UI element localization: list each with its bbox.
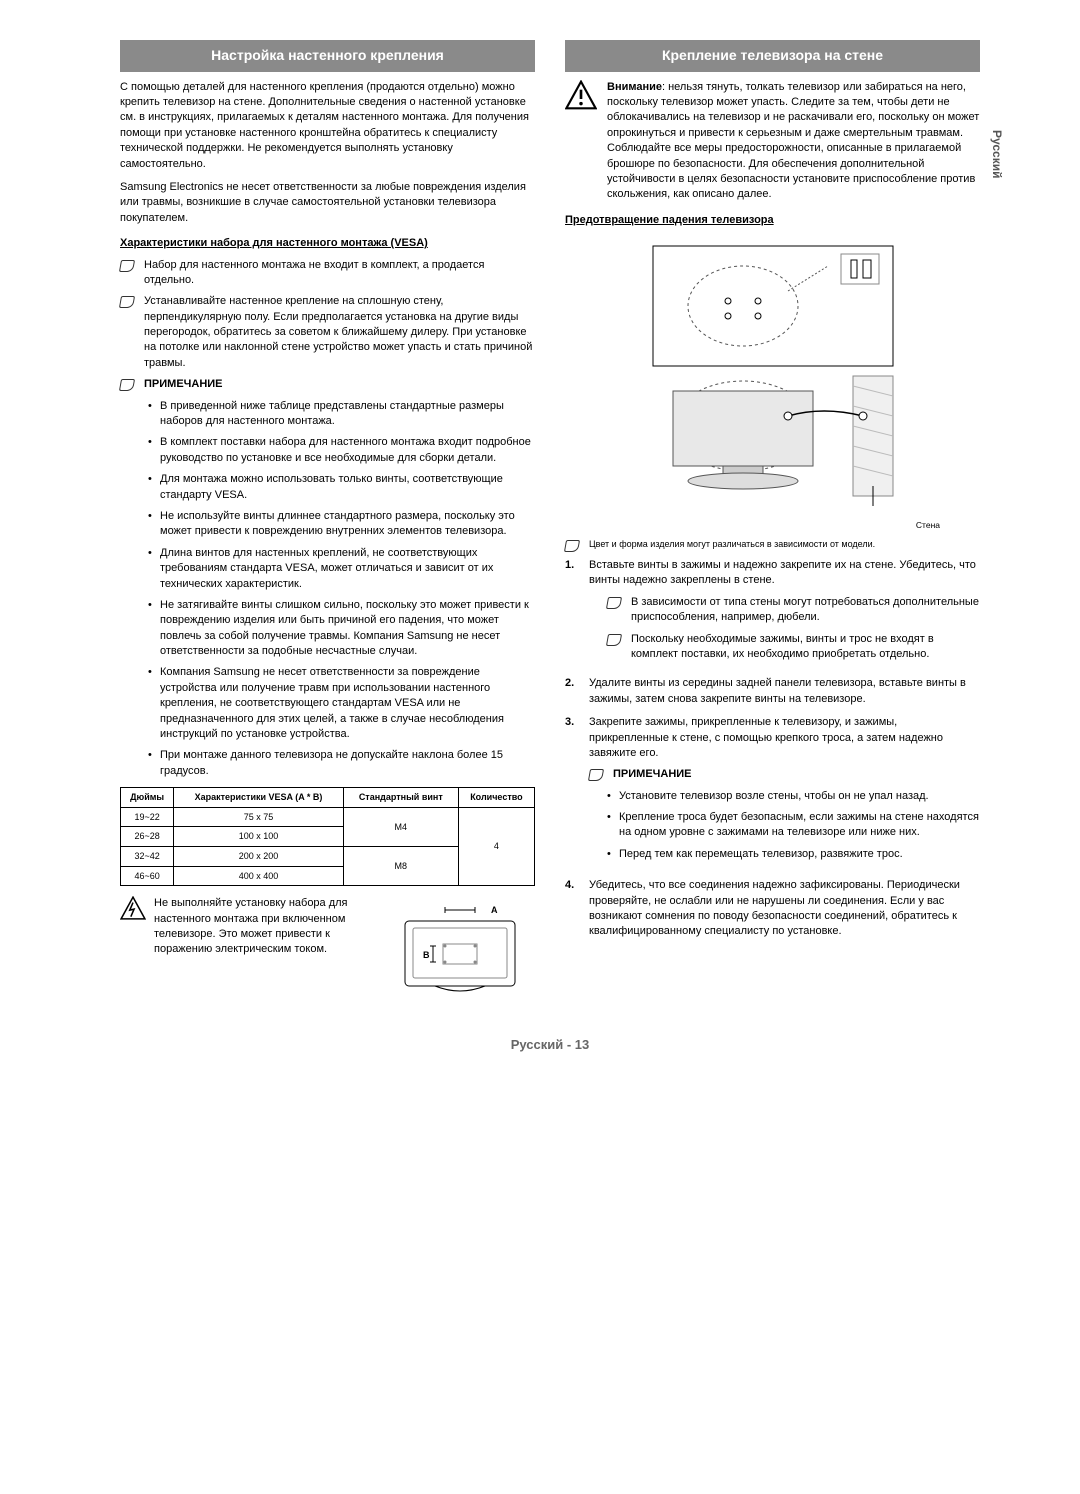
step1-note-b: Поскольку необходимые зажимы, винты и тр… — [607, 632, 980, 663]
td: 75 x 75 — [174, 807, 343, 827]
vesa-bullets: В приведенной ниже таблице представлены … — [120, 399, 535, 780]
td: 4 — [458, 807, 534, 885]
bullet-item: В комплект поставки набора для настенног… — [148, 435, 535, 466]
note-2: Устанавливайте настенное крепление на сп… — [120, 294, 535, 371]
caution-body: : нельзя тянуть, толкать телевизор или з… — [607, 81, 979, 201]
note-icon — [588, 769, 604, 781]
intro-paragraph-1: С помощью деталей для настенного креплен… — [120, 80, 535, 172]
bullet-item: Не используйте винты длиннее стандартног… — [148, 509, 535, 540]
td: 26~28 — [121, 827, 174, 847]
right-section-header: Крепление телевизора на стене — [565, 40, 980, 72]
note-2-text: Устанавливайте настенное крепление на сп… — [144, 294, 535, 371]
language-tab: Русский — [988, 130, 1005, 179]
bullet-item: При монтаже данного телевизора не допуск… — [148, 748, 535, 779]
bullet-item: Не затягивайте винты слишком сильно, пос… — [148, 598, 535, 660]
caution-text: Внимание: нельзя тянуть, толкать телевиз… — [607, 80, 980, 203]
step-num: 3. — [565, 715, 581, 870]
td: 19~22 — [121, 807, 174, 827]
figure-note-text: Цвет и форма изделия могут различаться в… — [589, 538, 980, 552]
tv-dimension-figure: A B — [395, 896, 535, 1006]
td: M4 — [343, 807, 458, 846]
bullet-item: Крепление троса будет безопасным, если з… — [607, 810, 980, 841]
page-content: Настройка настенного крепления С помощью… — [120, 40, 980, 1006]
th-inches: Дюймы — [121, 788, 174, 808]
left-column: Настройка настенного крепления С помощью… — [120, 40, 535, 1006]
steps-list: 1. Вставьте винты в зажимы и надежно зак… — [565, 558, 980, 940]
step-2: 2. Удалите винты из середины задней пане… — [565, 676, 980, 707]
bullet-item: Компания Samsung не несет ответственност… — [148, 665, 535, 742]
th-screw: Стандартный винт — [343, 788, 458, 808]
vesa-table: Дюймы Характеристики VESA (A * B) Станда… — [120, 787, 535, 886]
bullet-item: В приведенной ниже таблице представлены … — [148, 399, 535, 430]
note-icon — [606, 597, 622, 609]
warning-text: Не выполняйте установку набора для насте… — [154, 896, 379, 958]
prevent-fall-heading: Предотвращение падения телевизора — [565, 213, 980, 228]
step-text: Вставьте винты в зажимы и надежно закреп… — [589, 559, 976, 586]
step-4: 4. Убедитесь, что все соединения надежно… — [565, 878, 980, 940]
note-heading-text: ПРИМЕЧАНИЕ — [613, 767, 980, 782]
electrical-warning: Не выполняйте установку набора для насте… — [120, 896, 535, 1006]
td: 200 x 200 — [174, 847, 343, 867]
step-num: 4. — [565, 878, 581, 940]
bullet-item: Установите телевизор возле стены, чтобы … — [607, 789, 980, 804]
right-column: Крепление телевизора на стене Внимание: … — [565, 40, 980, 1006]
intro-paragraph-2: Samsung Electronics не несет ответственн… — [120, 180, 535, 226]
table-row: 19~22 75 x 75 M4 4 — [121, 807, 535, 827]
td: M8 — [343, 847, 458, 886]
caution-bold: Внимание — [607, 81, 662, 93]
caution-box: Внимание: нельзя тянуть, толкать телевиз… — [565, 80, 980, 203]
step-num: 1. — [565, 558, 581, 668]
step1-note-a: В зависимости от типа стены могут потреб… — [607, 595, 980, 626]
step3-note-head: ПРИМЕЧАНИЕ — [589, 767, 980, 782]
note-text: Поскольку необходимые зажимы, винты и тр… — [631, 632, 980, 663]
caution-icon — [565, 80, 597, 110]
step-text: Закрепите зажимы, прикрепленные к телеви… — [589, 716, 943, 759]
svg-text:A: A — [491, 905, 498, 915]
bullet-item: Для монтажа можно использовать только ви… — [148, 472, 535, 503]
note-1: Набор для настенного монтажа не входит в… — [120, 258, 535, 289]
svg-text:B: B — [423, 950, 430, 960]
note-text: В зависимости от типа стены могут потреб… — [631, 595, 980, 626]
page-footer: Русский - 13 — [120, 1036, 980, 1054]
note-icon — [564, 540, 580, 552]
td: 100 x 100 — [174, 827, 343, 847]
step-1: 1. Вставьте винты в зажимы и надежно зак… — [565, 558, 980, 668]
note-icon — [606, 634, 622, 646]
note-heading-text: ПРИМЕЧАНИЕ — [144, 377, 535, 392]
th-vesa: Характеристики VESA (A * B) — [174, 788, 343, 808]
step-text: Убедитесь, что все соединения надежно за… — [589, 878, 980, 940]
figure-note: Цвет и форма изделия могут различаться в… — [565, 538, 980, 552]
th-qty: Количество — [458, 788, 534, 808]
shock-warning-icon — [120, 896, 146, 920]
wall-label: Стена — [565, 520, 980, 532]
step3-bullets: Установите телевизор возле стены, чтобы … — [589, 789, 980, 863]
note-icon — [119, 260, 135, 272]
step-num: 2. — [565, 676, 581, 707]
td: 400 x 400 — [174, 866, 343, 886]
vesa-subheading: Характеристики набора для настенного мон… — [120, 236, 535, 251]
note-icon — [119, 379, 135, 391]
bullet-item: Длина винтов для настенных креплений, не… — [148, 546, 535, 592]
td: 32~42 — [121, 847, 174, 867]
step-3: 3. Закрепите зажимы, прикрепленные к тел… — [565, 715, 980, 870]
left-section-header: Настройка настенного крепления — [120, 40, 535, 72]
step-text: Удалите винты из середины задней панели … — [589, 676, 980, 707]
bullet-item: Перед тем как перемещать телевизор, разв… — [607, 847, 980, 862]
td: 46~60 — [121, 866, 174, 886]
note-1-text: Набор для настенного монтажа не входит в… — [144, 258, 535, 289]
note-icon — [119, 296, 135, 308]
note-heading: ПРИМЕЧАНИЕ — [120, 377, 535, 392]
tv-fall-figure — [613, 236, 933, 516]
